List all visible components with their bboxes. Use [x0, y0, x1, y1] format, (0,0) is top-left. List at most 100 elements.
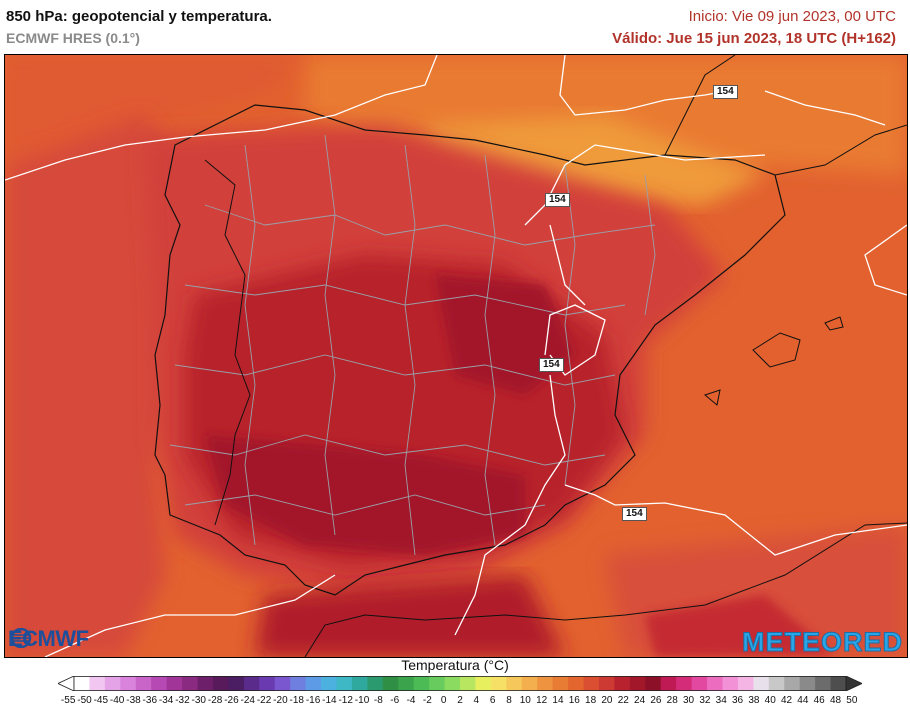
scale-swatch [583, 676, 600, 691]
color-scale-ticks: -55 -50 -45 -40 -38 -36 -34 -32 -30 -28 -26 -24 -22-… [60, 695, 860, 709]
scale-swatch [367, 676, 384, 691]
isoline-label: 154 [713, 85, 738, 99]
scale-swatch [707, 676, 723, 691]
scale-swatch [660, 676, 677, 691]
geopotential-isolines [5, 55, 907, 657]
init-time: Inicio: Vie 09 jun 2023, 00 UTC [688, 8, 896, 25]
scale-swatch [815, 676, 831, 691]
france-coast [664, 55, 736, 156]
scale-tick-label: 18 [585, 695, 597, 706]
valid-time: Válido: Jue 15 jun 2023, 18 UTC (H+162) [612, 30, 896, 47]
scale-tick-label: -4 [406, 695, 416, 706]
scale-tick-label: -36 [142, 695, 158, 706]
menorca-coast [824, 316, 844, 331]
scale-tick-label: 32 [699, 695, 711, 706]
color-scale-bar [58, 676, 862, 691]
header-right: Inicio: Vie 09 jun 2023, 00 UTC Válido: … [612, 8, 896, 47]
scale-max-arrow [845, 676, 862, 691]
mallorca-coast [752, 332, 801, 368]
scale-tick-label: -34 [158, 695, 174, 706]
iberia-coastline [154, 104, 786, 596]
header-left: 850 hPa: geopotencial y temperatura. ECM… [6, 8, 272, 46]
scale-swatch [598, 676, 615, 691]
scale-swatch [537, 676, 554, 691]
scale-tick-label: 34 [715, 695, 727, 706]
scale-tick-label: 46 [813, 695, 825, 706]
meteored-logo: METEORED [741, 627, 903, 658]
scale-tick-label: -50 [77, 695, 92, 706]
portugal-border [204, 159, 251, 526]
scale-tick-label: -24 [240, 695, 255, 706]
scale-swatch [460, 676, 476, 691]
scale-swatch [228, 676, 245, 691]
scale-swatch [490, 676, 507, 691]
hottest-south-zone [205, 435, 525, 555]
scale-tick-label: -28 [207, 695, 223, 706]
isoline-label: 154 [622, 507, 647, 521]
scale-swatch [243, 676, 260, 691]
scale-tick-label: -22 [256, 695, 272, 706]
scale-tick-label: 36 [731, 695, 744, 706]
scale-swatch [274, 676, 291, 691]
isoline-label: 154 [545, 193, 570, 207]
scale-swatch [413, 676, 430, 691]
scale-swatch [645, 676, 662, 691]
ecmwf-mark-icon [10, 628, 32, 648]
scale-tick-label: 50 [846, 695, 858, 706]
scale-swatch [259, 676, 276, 691]
scale-tick-label: 22 [617, 695, 629, 706]
scale-swatch [429, 676, 445, 691]
scale-tick-label: -10 [354, 695, 370, 706]
scale-tick-label: 6 [489, 695, 496, 706]
scale-tick-label: -12 [338, 695, 353, 706]
scale-tick-label: 14 [552, 695, 564, 706]
scale-swatch [614, 676, 631, 691]
scale-tick-label: 30 [683, 695, 695, 706]
scale-swatch [799, 676, 816, 691]
scale-swatch [506, 676, 523, 691]
scale-tick-label: 16 [568, 695, 580, 706]
scale-frame [73, 676, 847, 691]
scale-tick-label: 24 [634, 695, 646, 706]
scale-swatch [197, 676, 214, 691]
alboran-hot-zone [255, 575, 565, 657]
scale-tick-label: -26 [224, 695, 239, 706]
scale-tick-label: 10 [519, 695, 531, 706]
gulf-of-lion-coast [774, 124, 907, 176]
scale-tick-label: 40 [764, 695, 776, 706]
scale-tick-label: -14 [322, 695, 337, 706]
scale-swatch [676, 676, 692, 691]
scale-swatch [753, 676, 770, 691]
north-africa-coast [304, 522, 907, 657]
scale-swatch [135, 676, 152, 691]
africa-hot-zone [645, 595, 835, 657]
map-title: 850 hPa: geopotencial y temperatura. [6, 8, 272, 25]
scale-tick-label: 20 [601, 695, 613, 706]
scale-swatch [351, 676, 368, 691]
scale-swatch [830, 676, 847, 691]
temperature-map[interactable]: 154 154 154 154 ECMWF METEORED [4, 54, 908, 658]
scale-swatch [305, 676, 322, 691]
legend-title: Temperatura (°C) [401, 657, 509, 673]
scale-tick-label: 12 [536, 695, 548, 706]
scale-tick-label: -40 [109, 695, 125, 706]
scale-tick-label: -55 [60, 695, 76, 706]
scale-swatch [784, 676, 801, 691]
scale-swatch [336, 676, 353, 691]
scale-swatch [89, 676, 106, 691]
scale-swatch [568, 676, 584, 691]
atlantic-warm-zone [5, 115, 185, 657]
scale-swatch [120, 676, 137, 691]
scale-swatch [151, 676, 168, 691]
scale-swatch [629, 676, 646, 691]
ecmwf-logo: ECMWF [8, 626, 89, 651]
region-borders [169, 134, 656, 556]
scale-swatch [722, 676, 739, 691]
nw-sea-zone [5, 55, 305, 165]
scale-swatch [104, 676, 121, 691]
scale-tick-label: 8 [506, 695, 512, 706]
scale-tick-label: -8 [373, 695, 383, 706]
scale-tick-label: 42 [780, 695, 793, 706]
scale-tick-label: 28 [666, 695, 678, 706]
scale-swatch [552, 676, 569, 691]
